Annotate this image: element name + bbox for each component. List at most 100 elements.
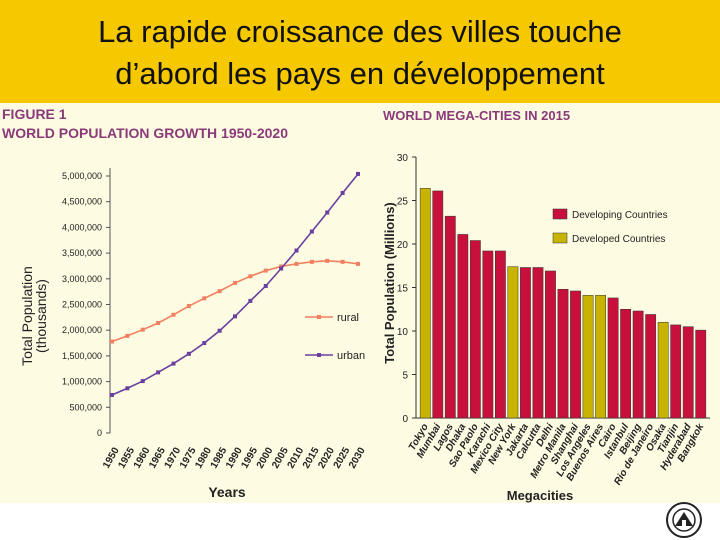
bar-21 xyxy=(682,326,694,419)
line-chart-xlabel: Years xyxy=(208,484,246,500)
line-chart-x-tick-label: 2030 xyxy=(347,445,368,470)
series-point-urban xyxy=(294,248,299,253)
bar-chart-xlabel: Megacities xyxy=(507,488,573,503)
bar-8 xyxy=(520,267,531,419)
line-chart-y-tick-label: 2,500,000 xyxy=(62,300,102,310)
bar-3 xyxy=(457,234,469,419)
bar-16 xyxy=(620,309,631,419)
series-point-rural xyxy=(248,274,253,279)
figure-label: FIGURE 1 xyxy=(2,106,67,122)
series-point-rural xyxy=(171,312,176,317)
series-point-rural xyxy=(233,280,237,285)
bar-5 xyxy=(482,250,494,419)
series-point-rural xyxy=(325,258,330,263)
series-point-urban xyxy=(263,283,268,288)
line-chart-y-tick-label: 0 xyxy=(97,428,102,438)
legend-label-0: Developing Countries xyxy=(572,210,668,221)
bar-11 xyxy=(557,288,569,419)
bar-0 xyxy=(419,188,431,419)
line-chart-y-tick-label: 4,000,000 xyxy=(62,222,102,232)
series-point-urban xyxy=(217,328,222,333)
bar-chart-y-tick-label: 0 xyxy=(402,414,408,425)
slide-title-line-1: La rapide croissance des villes touche xyxy=(98,14,622,49)
legend-marker-rural xyxy=(317,315,321,319)
series-point-rural xyxy=(263,268,268,273)
series-point-rural xyxy=(217,289,222,294)
series-point-urban xyxy=(202,341,207,346)
line-chart-y-tick-label: 3,500,000 xyxy=(62,248,102,258)
bar-chart-y-tick-label: 5 xyxy=(402,371,408,382)
population-growth-chart: FIGURE 1 WORLD POPULATION GROWTH 1950-20… xyxy=(2,106,368,500)
bar-chart-y-tick-label: 30 xyxy=(397,153,409,164)
series-point-urban xyxy=(156,370,161,375)
bar-7 xyxy=(507,266,519,419)
un-habitat-logo-icon xyxy=(666,502,702,538)
bar-13 xyxy=(582,295,594,419)
line-chart-ylabel-1: Total Population xyxy=(19,266,35,366)
line-chart-title: WORLD POPULATION GROWTH 1950-2020 xyxy=(2,125,288,141)
line-chart-y-tick-label: 2,000,000 xyxy=(62,325,102,335)
series-point-rural xyxy=(125,333,130,338)
line-chart-y-tick-label: 1,000,000 xyxy=(62,377,102,387)
bar-17 xyxy=(632,310,644,419)
series-point-rural xyxy=(186,304,191,309)
legend-swatch-0 xyxy=(552,208,568,220)
series-point-urban xyxy=(233,314,237,319)
series-point-urban xyxy=(356,171,360,176)
series-point-rural xyxy=(202,296,207,301)
bar-22 xyxy=(695,329,707,419)
series-point-urban xyxy=(186,351,191,356)
legend-label-1: Developed Countries xyxy=(572,234,665,245)
title-bar xyxy=(0,0,720,103)
megacities-chart: WORLD MEGA-CITIES IN 2015 Total Populati… xyxy=(382,108,710,503)
bar-19 xyxy=(657,322,669,419)
bar-chart-y-tick-label: 25 xyxy=(397,197,409,208)
series-point-urban xyxy=(340,190,345,195)
series-point-rural xyxy=(356,261,360,266)
bar-9 xyxy=(532,267,544,419)
bar-4 xyxy=(469,240,481,419)
series-point-rural xyxy=(279,264,284,269)
legend-label-urban: urban xyxy=(337,350,365,362)
series-point-rural xyxy=(110,339,114,344)
bar-2 xyxy=(444,215,456,419)
series-line-rural xyxy=(111,260,359,343)
legend-swatch-1 xyxy=(552,232,568,244)
bar-chart-ylabel: Total Population (Millions) xyxy=(382,202,397,364)
bar-chart-title: WORLD MEGA-CITIES IN 2015 xyxy=(383,108,570,123)
bar-18 xyxy=(645,314,657,419)
legend-marker-urban xyxy=(317,353,321,357)
line-chart-y-tick-label: 3,000,000 xyxy=(62,274,102,284)
line-chart-y-tick-label: 1,500,000 xyxy=(62,351,102,361)
bar-6 xyxy=(495,250,506,419)
bar-chart-y-tick-label: 10 xyxy=(397,327,409,338)
series-point-rural xyxy=(140,327,145,332)
series-point-urban xyxy=(248,298,253,303)
bar-12 xyxy=(570,290,581,419)
series-point-urban xyxy=(325,210,330,215)
legend-label-rural: rural xyxy=(337,312,359,324)
series-point-rural xyxy=(340,259,345,264)
line-chart-ylabel-2: (thousands) xyxy=(33,279,49,353)
bar-chart-y-tick-label: 15 xyxy=(397,284,409,295)
series-point-rural xyxy=(156,321,161,326)
series-point-urban xyxy=(125,386,130,391)
series-point-urban xyxy=(171,361,176,366)
series-point-urban xyxy=(140,379,145,384)
series-point-urban xyxy=(110,392,114,397)
bar-10 xyxy=(545,270,556,419)
line-chart-panel: FIGURE 1 WORLD POPULATION GROWTH 1950-20… xyxy=(0,103,380,503)
line-chart-y-tick-label: 5,000,000 xyxy=(62,171,102,181)
slide-title-line-2: d’abord les pays en développement xyxy=(115,56,605,91)
line-chart-y-tick-label: 4,500,000 xyxy=(62,197,102,207)
bar-20 xyxy=(670,324,682,419)
bar-chart-panel: WORLD MEGA-CITIES IN 2015 Total Populati… xyxy=(380,103,720,503)
bar-chart-y-tick-label: 20 xyxy=(397,240,409,251)
line-chart-y-tick-label: 500,000 xyxy=(69,402,102,412)
bar-15 xyxy=(607,297,619,419)
series-point-rural xyxy=(294,261,299,266)
series-point-urban xyxy=(309,229,314,234)
bar-14 xyxy=(595,295,606,419)
bar-1 xyxy=(432,190,444,419)
series-point-urban xyxy=(279,266,284,271)
